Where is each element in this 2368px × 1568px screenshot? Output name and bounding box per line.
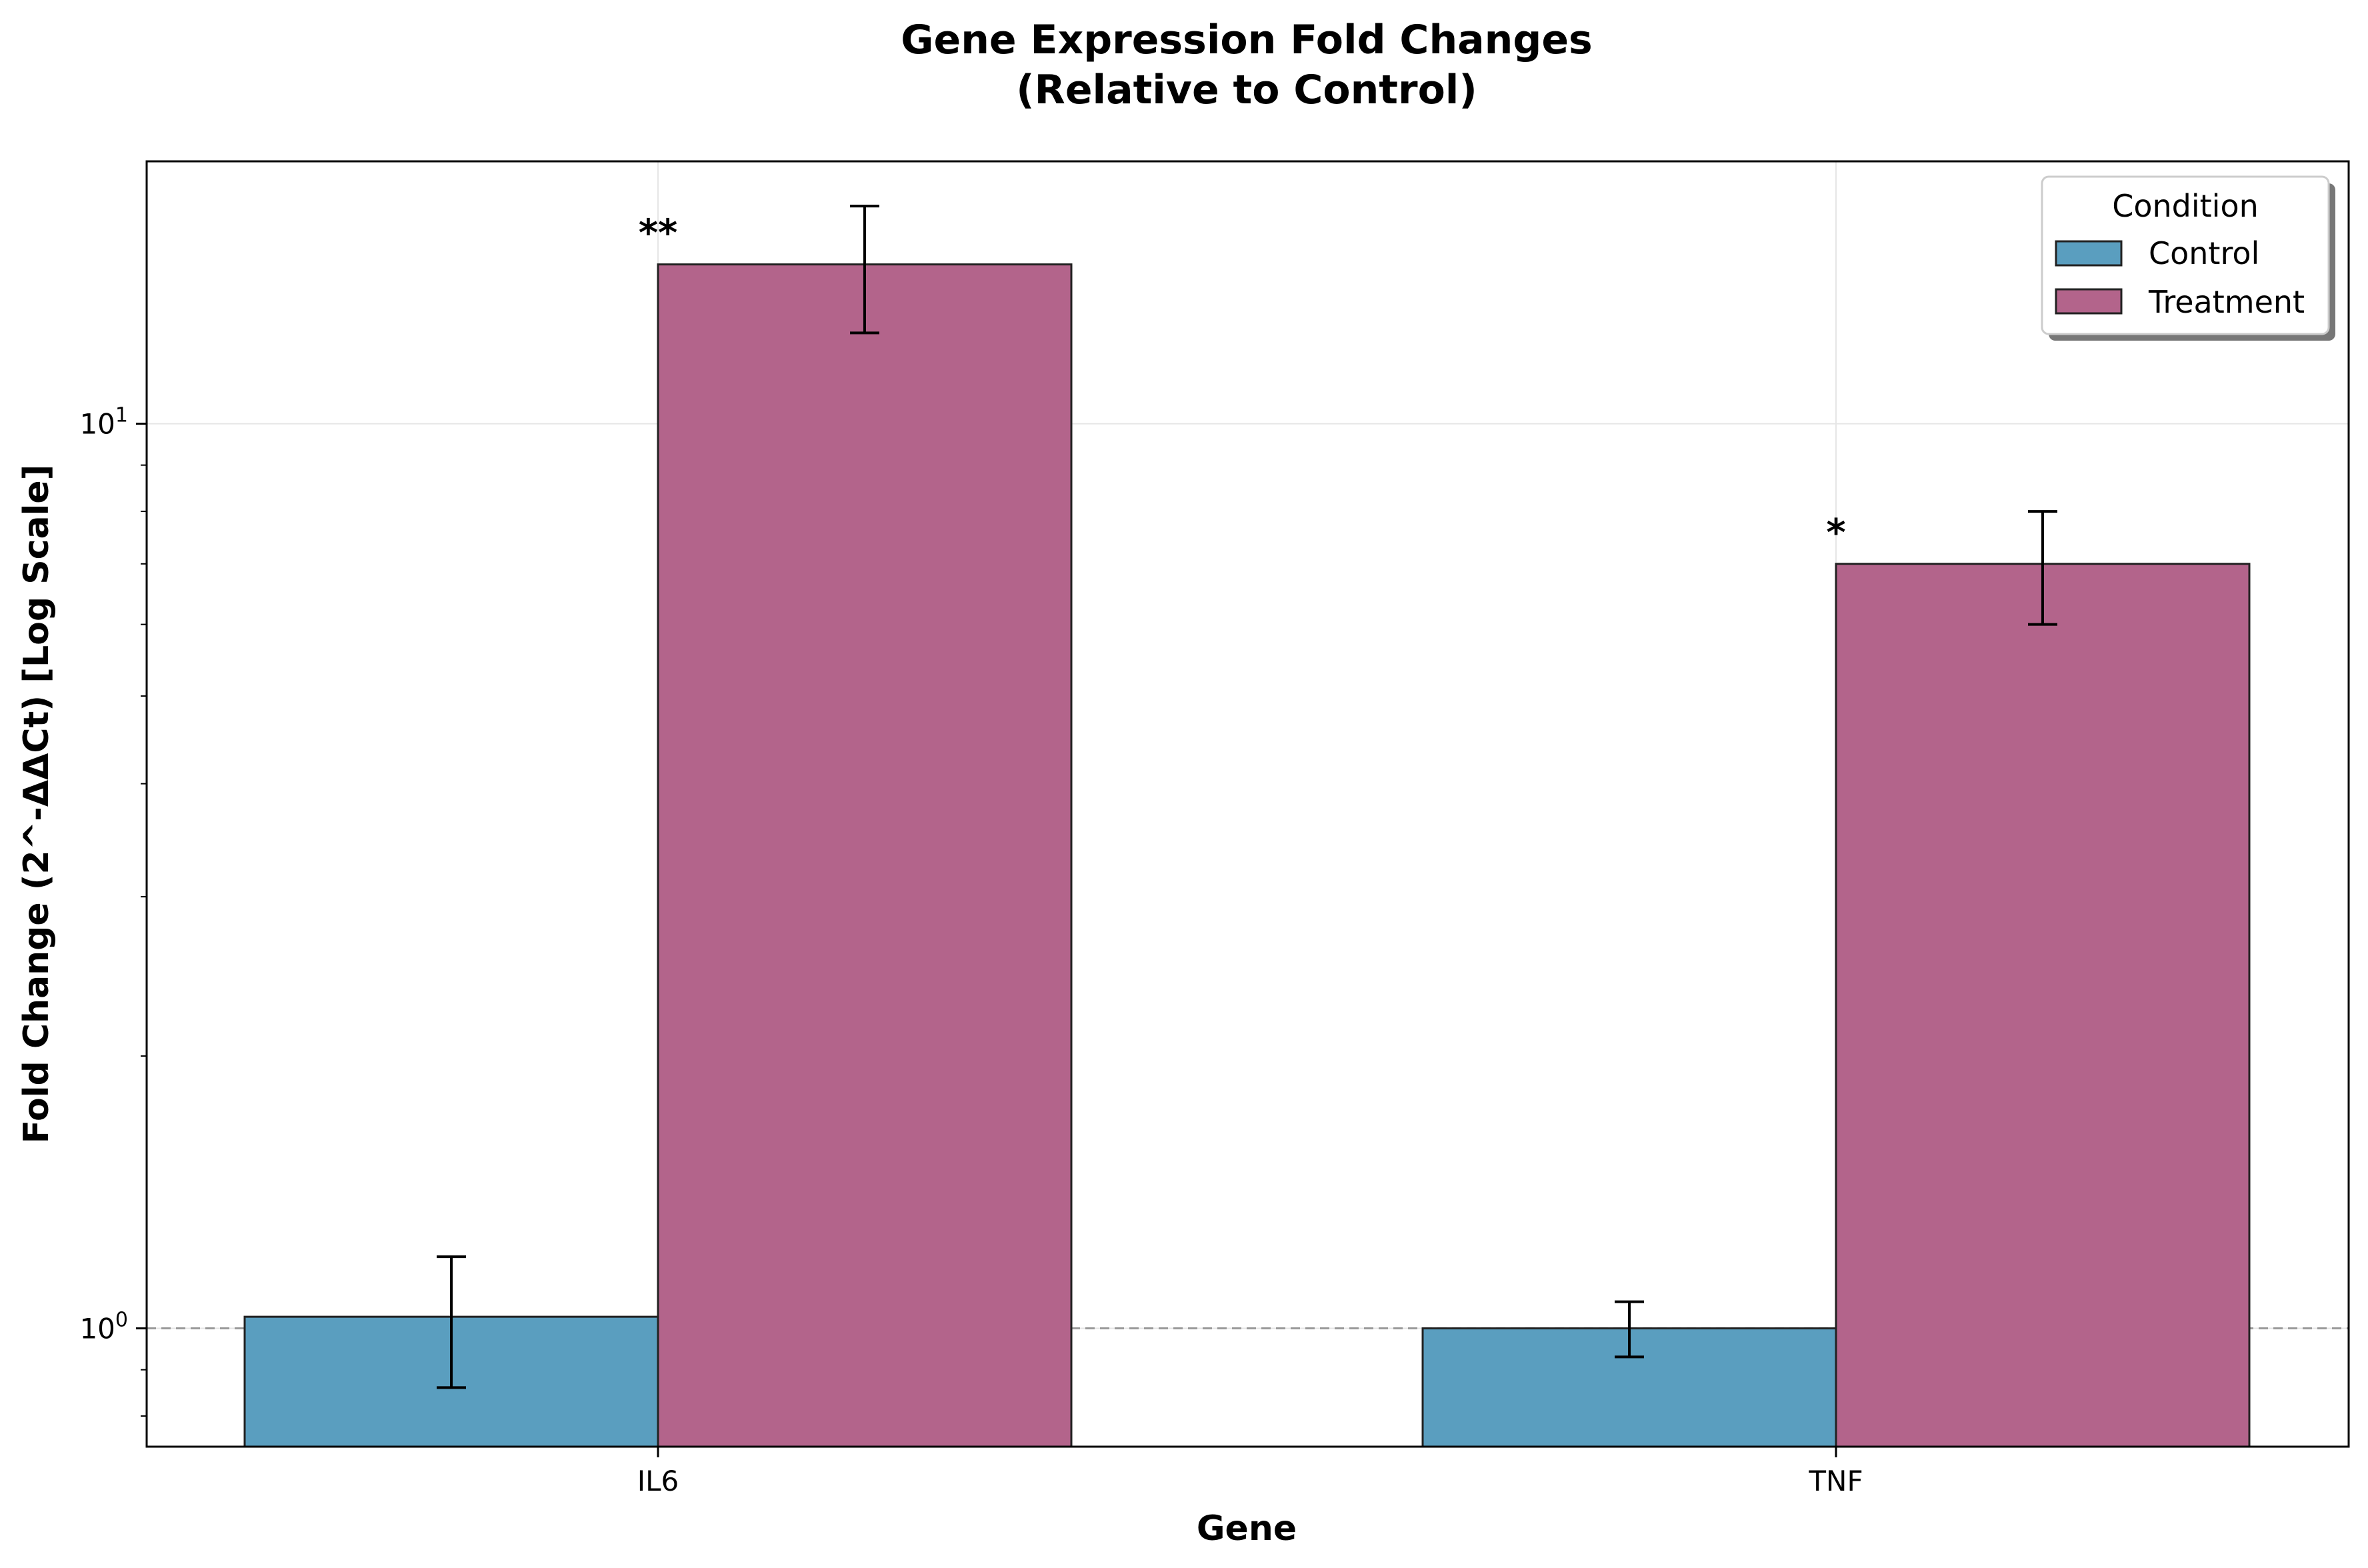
bars <box>243 263 2251 1448</box>
legend-swatch-treatment <box>2055 288 2123 315</box>
significance-markers: *** <box>639 212 1846 555</box>
y-tick-label-1: 100 <box>79 1309 128 1345</box>
x-tick-label-il6: IL6 <box>637 1465 679 1497</box>
significance-il6: ** <box>639 212 678 255</box>
legend-swatch-control <box>2055 240 2123 267</box>
legend-label-control: Control <box>2149 235 2259 271</box>
chart-title-line-1: Gene Expression Fold Changes <box>901 17 1592 63</box>
bar-il6-treatment <box>657 263 1073 1448</box>
x-axis-label: Gene <box>1197 1509 1297 1549</box>
x-tick-label-tnf: TNF <box>1808 1465 1863 1497</box>
y-axis-ticks: 100 101 <box>79 404 147 1417</box>
y-tick-label-10: 101 <box>79 404 128 441</box>
error-bars <box>437 205 2057 1389</box>
legend-label-treatment: Treatment <box>2148 284 2305 320</box>
chart-title-line-2: (Relative to Control) <box>1016 67 1477 113</box>
y-axis-label: Fold Change (2^-ΔΔCt) [Log Scale] <box>17 465 57 1144</box>
bar-tnf-treatment <box>1835 563 2251 1448</box>
legend-title: Condition <box>2112 188 2259 224</box>
x-axis-ticks: IL6 TNF <box>637 1447 1863 1497</box>
legend: Condition Control Treatment <box>2041 175 2335 341</box>
significance-tnf: * <box>1826 511 1845 555</box>
plot-frame <box>145 160 2350 1448</box>
chart-title: Gene Expression Fold Changes (Relative t… <box>901 17 1592 113</box>
